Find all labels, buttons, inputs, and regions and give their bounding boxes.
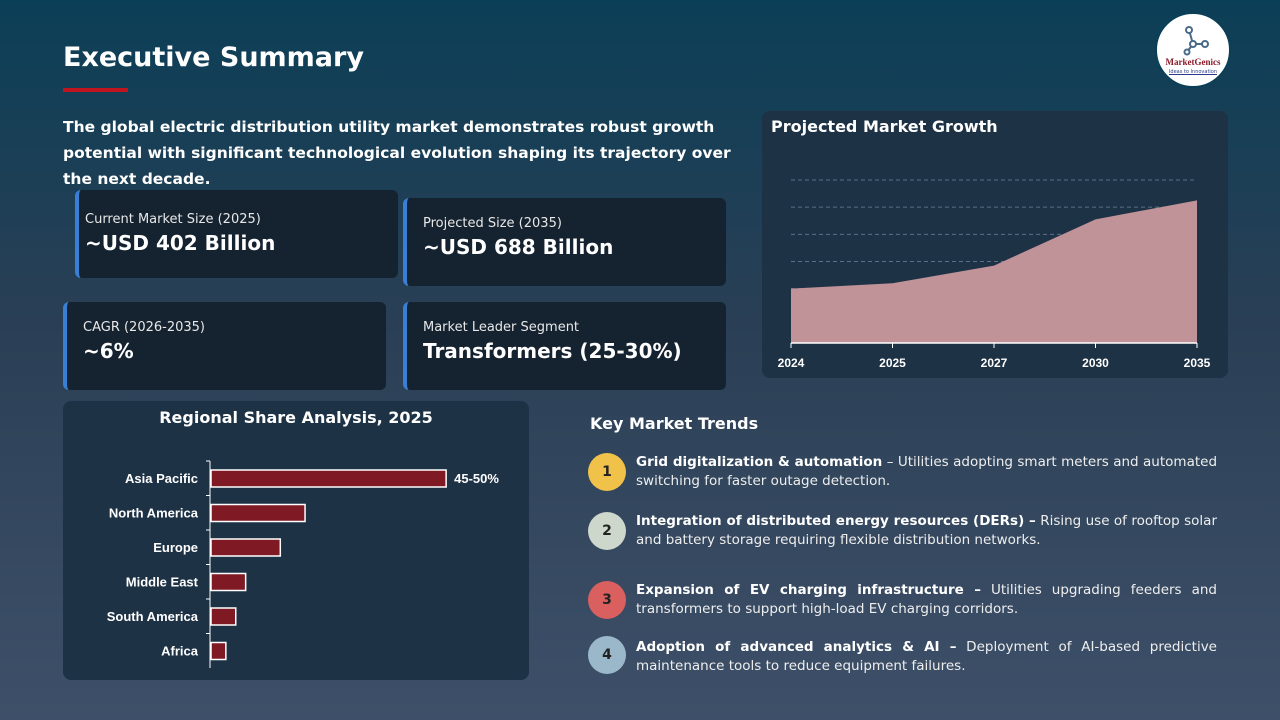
card-value: ~USD 688 Billion: [423, 235, 614, 259]
card-value: ~USD 402 Billion: [85, 231, 276, 255]
trend-text: Grid digitalization & automation – Utili…: [636, 453, 1217, 491]
regional-chart: Asia Pacific 45-50% North America Europe Mid…: [107, 460, 499, 668]
growth-chart: 2024 2025 2027 2030 2035: [778, 179, 1211, 370]
trend-heading: Adoption of advanced analytics & AI –: [636, 639, 957, 655]
logo-tagline: Ideas to Innovation: [1168, 69, 1218, 75]
trend-heading: Grid digitalization & automation: [636, 454, 883, 470]
bar: [210, 469, 447, 488]
bar: [210, 538, 282, 557]
card-label: Projected Size (2035): [423, 216, 562, 231]
x-tick-label: 2027: [981, 356, 1008, 370]
category-label: Middle East: [126, 575, 199, 590]
bar: [210, 607, 237, 626]
trends-title: Key Market Trends: [590, 414, 759, 433]
trend-heading: Expansion of EV charging infrastructure …: [636, 582, 981, 598]
trend-text: Adoption of advanced analytics & AI – De…: [636, 638, 1217, 676]
bar: [210, 503, 306, 523]
intro-text: The global electric distribution utility…: [63, 118, 731, 188]
trend-number: 3: [588, 581, 626, 619]
chart-title: Projected Market Growth: [771, 117, 998, 136]
trend-number: 4: [588, 636, 626, 674]
card-value: Transformers (25-30%): [423, 339, 682, 363]
trend-text: Integration of distributed energy resour…: [636, 512, 1217, 550]
category-label: North America: [109, 506, 199, 521]
title-underline: [63, 88, 128, 92]
x-tick-label: 2025: [879, 356, 906, 370]
card-label: CAGR (2026-2035): [83, 320, 205, 335]
current-size-card: Current Market Size (2025) ~USD 402 Bill…: [75, 190, 398, 278]
bar: [210, 641, 227, 661]
category-label: Africa: [161, 644, 199, 659]
trend-body: – Utilities adopting smart meters and au…: [636, 454, 1218, 489]
trend-number: 2: [588, 512, 626, 550]
area-series: [791, 200, 1197, 343]
regional-chart-panel: Regional Share Analysis, 2025 Asia Pacif…: [63, 401, 529, 680]
trend-text: Expansion of EV charging infrastructure …: [636, 581, 1217, 619]
data-label: 45-50%: [454, 471, 499, 486]
trend-number: 1: [588, 453, 626, 491]
card-label: Current Market Size (2025): [85, 212, 261, 227]
trend-body: Deployment of AI-based predictive mainte…: [636, 639, 1217, 674]
page-title: Executive Summary: [63, 42, 364, 73]
logo-name: MarketGenics: [1165, 57, 1221, 67]
card-value: ~6%: [83, 339, 134, 363]
leader-segment-card: Market Leader Segment Transformers (25-3…: [403, 302, 726, 390]
x-tick-label: 2035: [1184, 356, 1211, 370]
trend-body: Rising use of rooftop solar and battery …: [636, 513, 1217, 548]
logo: MarketGenics Ideas to Innovation: [1155, 12, 1231, 88]
category-label: Europe: [153, 540, 198, 555]
trend-heading: Integration of distributed energy resour…: [636, 513, 1036, 529]
trend-body: Utilities upgrading feeders and transfor…: [636, 582, 1217, 617]
growth-chart-panel: Projected Market Growth 2024 2025 2027 2030…: [762, 111, 1228, 378]
chart-title: Regional Share Analysis, 2025: [159, 408, 433, 427]
cagr-card: CAGR (2026-2035) ~6%: [63, 302, 386, 390]
projected-size-card: Projected Size (2035) ~USD 688 Billion: [403, 198, 726, 286]
category-label: Asia Pacific: [125, 471, 198, 486]
x-tick-label: 2024: [778, 356, 805, 370]
bar: [210, 572, 247, 592]
x-tick-label: 2030: [1082, 356, 1109, 370]
network-icon: [1183, 26, 1209, 56]
card-label: Market Leader Segment: [423, 320, 580, 335]
category-label: South America: [107, 609, 199, 624]
